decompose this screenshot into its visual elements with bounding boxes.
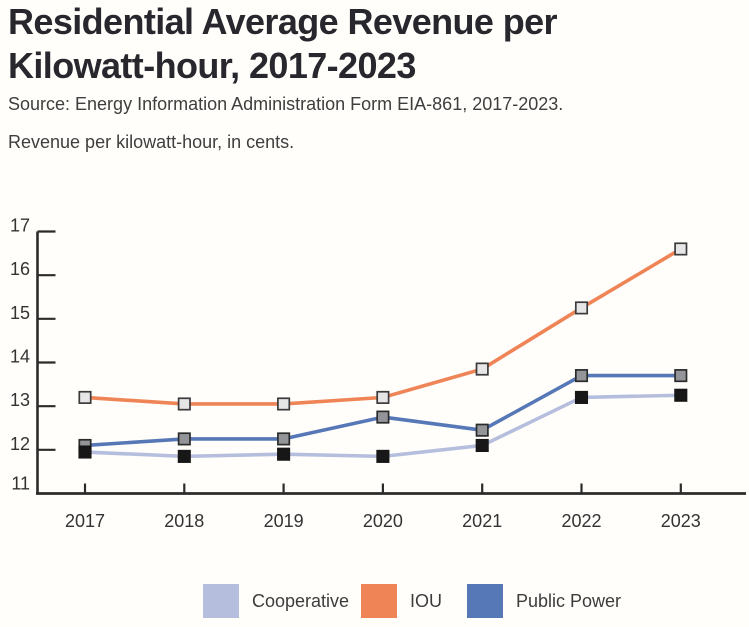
- y-tick-label: 13: [10, 390, 30, 410]
- marker-public-power: [674, 369, 688, 383]
- page-title: Residential Average Revenue per Kilowatt…: [8, 0, 718, 88]
- x-tick-label: 2022: [561, 511, 601, 531]
- marker-cooperative: [277, 447, 291, 461]
- marker-cooperative: [78, 445, 92, 459]
- y-tick-label: 16: [10, 259, 30, 279]
- marker-iou: [574, 301, 589, 315]
- marker-iou: [177, 397, 191, 411]
- marker-cooperative: [177, 449, 191, 463]
- marker-iou: [78, 390, 92, 404]
- marker-public-power: [277, 432, 291, 446]
- iou-swatch-icon: [361, 584, 397, 618]
- public-power-swatch-icon: [467, 584, 503, 618]
- marker-iou: [674, 242, 688, 256]
- legend-item-cooperative: Cooperative: [203, 584, 349, 618]
- marker-public-power: [574, 369, 589, 383]
- y-tick-label: 12: [10, 434, 30, 454]
- x-tick-label: 2018: [164, 511, 204, 531]
- marker-cooperative: [574, 390, 589, 404]
- x-tick-label: 2017: [65, 511, 105, 531]
- x-tick-label: 2021: [462, 511, 502, 531]
- x-tick-label: 2019: [264, 511, 304, 531]
- legend-label: IOU: [410, 590, 443, 611]
- source-note: Source: Energy Information Administratio…: [8, 94, 564, 114]
- page-title-line-1: Residential Average Revenue per: [8, 1, 558, 42]
- cooperative-swatch-icon: [203, 584, 239, 618]
- page-title-line-2: Kilowatt-hour, 2017-2023: [8, 44, 416, 86]
- legend-item-public-power: Public Power: [467, 584, 621, 618]
- y-tick-label: 15: [10, 303, 30, 323]
- series-line-public-power: [83, 373, 683, 448]
- y-tick-label: 11: [11, 474, 30, 494]
- marker-cooperative: [674, 388, 688, 402]
- marker-cooperative: [376, 449, 390, 463]
- x-tick-label: 2020: [363, 511, 403, 531]
- chart-legend: Cooperative IOU Public Power: [0, 584, 749, 620]
- legend-item-iou: IOU: [361, 584, 442, 618]
- marker-public-power: [177, 432, 191, 446]
- y-tick-label: 14: [10, 347, 30, 367]
- marker-public-power: [475, 423, 489, 437]
- legend-label: Cooperative: [252, 590, 350, 611]
- marker-public-power: [376, 410, 390, 424]
- marker-iou: [277, 397, 291, 411]
- y-tick-label: 17: [10, 216, 30, 236]
- x-tick-label: 2023: [661, 511, 701, 531]
- marker-iou: [376, 390, 390, 404]
- chart-subtitle: Revenue per kilowatt-hour, in cents.: [8, 132, 295, 152]
- series-line-iou: [83, 247, 683, 406]
- legend-label: Public Power: [516, 590, 622, 611]
- marker-cooperative: [475, 438, 489, 453]
- marker-iou: [475, 362, 489, 376]
